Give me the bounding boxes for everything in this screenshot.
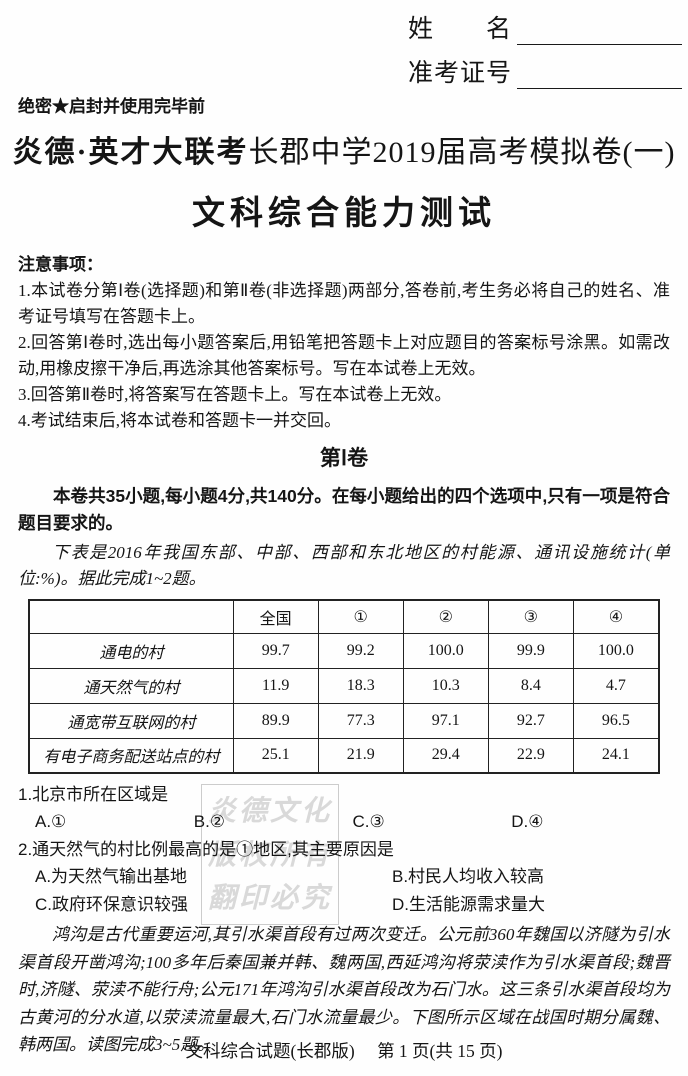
row-label-cell: 通天然气的村: [28, 667, 234, 704]
table-row: 通天然气的村 11.9 18.3 10.3 8.4 4.7: [28, 667, 660, 704]
notes-heading: 注意事项：: [18, 255, 103, 274]
exam-session: 长郡中学2019届高考模拟卷(一): [248, 136, 676, 169]
data-cell: 11.9: [232, 667, 319, 704]
village-stats-table: 全国 ① ② ③ ④ 通电的村 99.7 99.2 100.0 99.9 100…: [28, 599, 660, 774]
question-2-option-a: A.为天然气输出基地: [35, 867, 188, 886]
main-title: 文科综合能力测试: [192, 194, 496, 231]
watermark-line: 炎德文化: [207, 796, 332, 827]
table-row: 有电子商务配送站点的村 25.1 21.9 29.4 22.9 24.1: [28, 737, 660, 774]
data-cell: 100.0: [572, 632, 660, 669]
note-item: 1.本试卷分第Ⅰ卷(选择题)和第Ⅱ卷(非选择题)两部分,答卷前,考生务必将自己的…: [18, 281, 670, 326]
name-label: 姓 名: [408, 16, 513, 43]
table-intro-passage: 下表是2016年我国东部、中部、西部和东北地区的村能源、通讯设施统计(单位:%)…: [18, 543, 670, 588]
exam-id-label: 准考证号: [408, 60, 513, 87]
note-item: 2.回答第Ⅰ卷时,选出每小题答案后,用铅笔把答题卡上对应题目的答案标号涂黑。如需…: [18, 333, 670, 378]
data-cell: 24.1: [572, 737, 660, 774]
data-cell: 18.3: [317, 667, 404, 704]
footer-doc-title: 文科综合试题(长郡版): [185, 1041, 355, 1061]
question-1-option-a: A.①: [35, 812, 67, 831]
question-2-options-row-1: A.为天然气输出基地 B.村民人均收入较高: [18, 863, 670, 891]
exam-id-field-row: 准考证号: [408, 58, 682, 89]
note-item: 3.回答第Ⅱ卷时,将答案写在答题卡上。写在本试卷上无效。: [18, 385, 452, 404]
table-row: 通电的村 99.7 99.2 100.0 99.9 100.0: [28, 632, 660, 669]
question-2-option-c: C.政府环保意识较强: [35, 895, 188, 914]
row-label-cell: 有电子商务配送站点的村: [28, 737, 234, 774]
question-1-options: A.① B.② C.③ D.④: [18, 808, 670, 836]
name-field-row: 姓 名: [408, 14, 682, 45]
section-title: 第Ⅰ卷: [319, 447, 369, 470]
section-intro: 本卷共35小题,每小题4分,共140分。在每小题给出的四个选项中,只有一项是符合…: [18, 486, 670, 533]
data-cell: 8.4: [487, 667, 574, 704]
exam-id-input-line: [517, 58, 682, 89]
question-2-text: 2.通天然气的村比例最高的是①地区,其主要原因是: [18, 840, 394, 859]
data-cell: 22.9: [487, 737, 574, 774]
data-cell: 89.9: [232, 702, 319, 739]
watermark-line: 翻印必究: [207, 883, 332, 914]
data-cell: 77.3: [317, 702, 404, 739]
exam-brand: 炎德·英才大联考: [12, 136, 249, 169]
data-cell: 4.7: [572, 667, 660, 704]
data-cell: 99.2: [317, 632, 404, 669]
row-label-cell: 通电的村: [28, 632, 234, 669]
name-input-line: [517, 14, 682, 45]
paper-body: 注意事项： 1.本试卷分第Ⅰ卷(选择题)和第Ⅱ卷(非选择题)两部分,答卷前,考生…: [18, 252, 670, 1059]
canal-passage: 鸿沟是古代重要运河,其引水渠首段有过两次变迁。公元前360年魏国以济隧为引水渠首…: [18, 925, 670, 1054]
question-2-option-b: B.村民人均收入较高: [392, 867, 545, 886]
exam-series-title: 炎德·英才大联考长郡中学2019届高考模拟卷(一): [0, 130, 688, 176]
table-row: 通宽带互联网的村 89.9 77.3 97.1 92.7 96.5: [28, 702, 660, 739]
question-2: 2.通天然气的村比例最高的是①地区,其主要原因是 A.为天然气输出基地 B.村民…: [18, 836, 670, 919]
table-header-cell: ①: [317, 599, 404, 634]
note-item: 4.考试结束后,将本试卷和答题卡一并交回。: [18, 411, 341, 430]
watermark-line: 版权所有: [207, 839, 332, 871]
table-header-cell: 全国: [232, 599, 319, 634]
data-cell: 92.7: [487, 702, 574, 739]
table-header-cell: ②: [402, 599, 489, 634]
data-cell: 10.3: [402, 667, 489, 704]
page-footer: 文科综合试题(长郡版) 第 1 页(共 15 页): [0, 1038, 688, 1063]
data-cell: 99.7: [232, 632, 319, 669]
question-1: 1.北京市所在区域是 A.① B.② C.③ D.④: [18, 781, 670, 836]
table-header-row: 全国 ① ② ③ ④: [28, 599, 660, 634]
question-1-option-c: C.③: [352, 812, 385, 831]
question-1-option-b: B.②: [193, 812, 226, 831]
table-header-cell: [28, 599, 234, 634]
footer-page-number: 第 1 页(共 15 页): [377, 1041, 503, 1061]
secrecy-notice: 绝密★启封并使用完毕前: [18, 97, 205, 116]
data-cell: 29.4: [402, 737, 489, 774]
copyright-watermark-box: 炎德文化 版权所有 翻印必究: [201, 784, 339, 925]
question-2-option-d: D.生活能源需求量大: [392, 895, 545, 914]
table-header-cell: ③: [487, 599, 574, 634]
row-label-cell: 通宽带互联网的村: [28, 702, 234, 739]
data-cell: 100.0: [402, 632, 489, 669]
question-2-options-row-2: C.政府环保意识较强 D.生活能源需求量大: [18, 891, 670, 919]
data-cell: 97.1: [402, 702, 489, 739]
question-1-text: 1.北京市所在区域是: [18, 785, 169, 804]
question-1-option-d: D.④: [511, 812, 544, 831]
data-cell: 21.9: [317, 737, 404, 774]
data-cell: 25.1: [232, 737, 319, 774]
candidate-fields: 姓 名 准考证号: [408, 14, 682, 102]
data-cell: 99.9: [487, 632, 574, 669]
data-cell: 96.5: [572, 702, 660, 739]
table-header-cell: ④: [572, 599, 660, 634]
